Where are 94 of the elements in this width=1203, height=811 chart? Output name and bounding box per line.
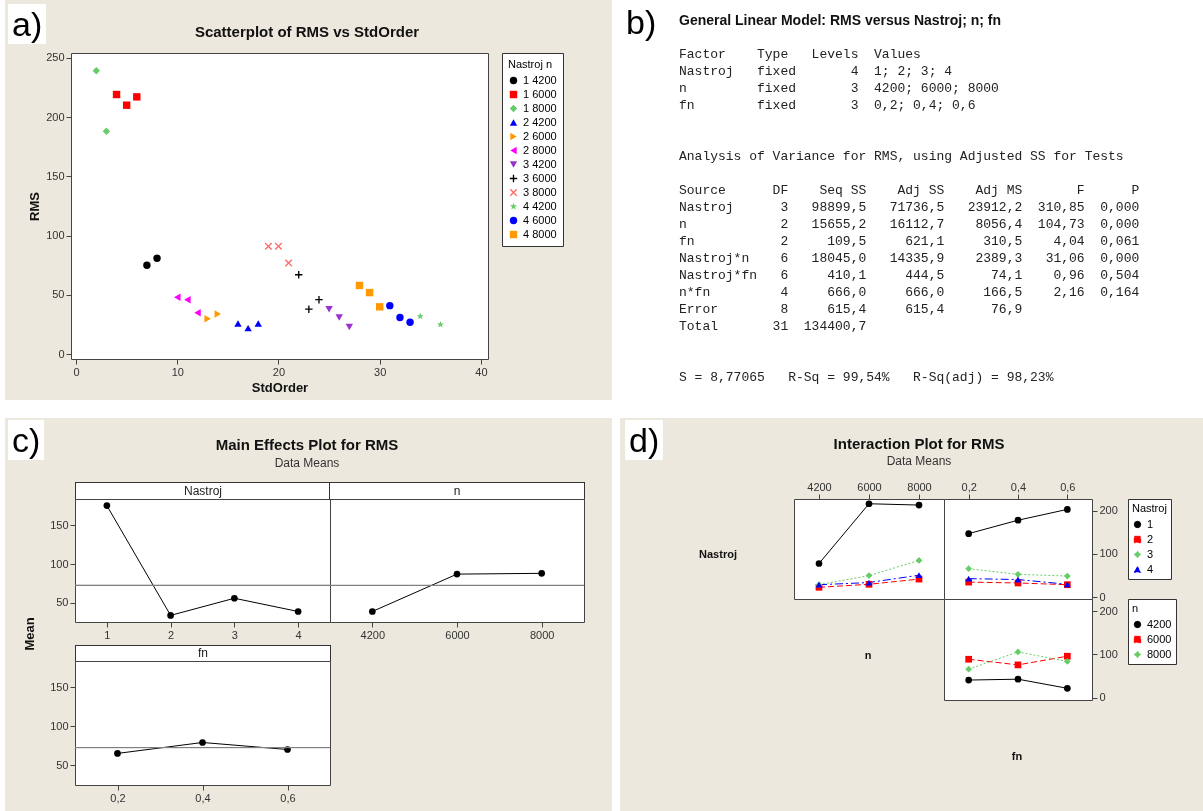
x-tick-label: 1	[104, 628, 111, 641]
legend-label: 1 6000	[523, 87, 557, 100]
y-tick-label: 50	[56, 596, 69, 609]
legend-label: 1	[1147, 517, 1154, 530]
legend-label: 1 4200	[523, 73, 557, 86]
x-tick-label: 4200	[360, 628, 386, 641]
text: n fixed 3 4200; 6000; 8000	[679, 80, 999, 97]
y-tick-label: 100	[1099, 547, 1118, 560]
y-tick-label: 100	[50, 557, 69, 570]
x-tick-label: 40	[475, 365, 488, 378]
source-note: Source DF Seq SS Adj SS Adj MS F P	[679, 182, 1140, 199]
x-axis-title: StdOrder	[251, 379, 309, 395]
x-tick-label: 0	[73, 365, 80, 378]
y-tick-label: 150	[46, 169, 65, 182]
legend-label: 3	[1147, 547, 1154, 560]
x-tick-label: 0,2	[961, 480, 977, 493]
y-tick-label: 200	[1099, 504, 1118, 517]
y-tick-label: 50	[52, 288, 65, 301]
legend-label: 2 6000	[523, 129, 557, 142]
y-tick-label: 50	[56, 758, 69, 771]
text: b)	[622, 2, 661, 42]
y-tick-label: 0	[1099, 590, 1106, 603]
text: Nastroj fixed 4 1; 2; 3; 4	[679, 63, 953, 80]
legend-label: 4 6000	[523, 213, 557, 226]
text: d)	[625, 420, 664, 460]
y-tick-label: 100	[50, 719, 69, 732]
x-axis-title: fn	[75, 645, 331, 662]
legend-label: 2	[1147, 532, 1154, 545]
chart-subtitle: Data Means	[274, 456, 340, 470]
y-axis-title: n	[864, 649, 872, 661]
x-tick-label: 0,6	[1060, 480, 1076, 493]
legend-label: 2 4200	[523, 115, 557, 128]
y-tick-label: 250	[46, 51, 65, 64]
text: General Linear Model: RMS versus Nastroj; n; fn	[679, 12, 1002, 28]
legend-label: 3 6000	[523, 171, 557, 184]
x-tick-label: 30	[374, 365, 387, 378]
x-tick-label: 0,6	[280, 791, 296, 804]
text: Factor Type Levels Values	[679, 46, 921, 63]
x-tick-label: 0,4	[195, 791, 211, 804]
chart-title: Scatterplot of RMS vs StdOrder	[194, 22, 420, 40]
text: S = 8,77065 R-Sq = 99,54% R-Sq(adj) = 98,23%	[679, 369, 1054, 386]
y-tick-label: 0	[1099, 691, 1106, 704]
text: c)	[8, 420, 45, 460]
x-axis-title: fn	[1011, 750, 1023, 762]
y-axis-title: Mean	[21, 617, 37, 651]
y-axis-title: Nastroj	[699, 548, 737, 560]
text: fn fixed 3 0,2; 0,4; 0,6	[679, 97, 976, 114]
x-tick-label: 3	[231, 628, 238, 641]
y-tick-label: 200	[1099, 604, 1118, 617]
x-tick-label: 8000	[529, 628, 555, 641]
x-tick-label: 20	[272, 365, 286, 378]
x-tick-label: 10	[171, 365, 184, 378]
chart-subtitle: Data Means	[886, 454, 952, 468]
y-tick-label: 100	[46, 229, 65, 242]
legend-label: 4200	[1147, 617, 1172, 630]
x-tick-label: 6000	[857, 480, 882, 493]
text: Total 31 134400,7	[679, 318, 867, 335]
y-tick-label: 150	[50, 680, 69, 693]
text: Error 8 615,4 615,4 76,9	[679, 301, 1023, 318]
x-axis-title: n	[329, 482, 585, 500]
text: a)	[8, 4, 47, 44]
text: Analysis of Variance for RMS, using Adjusted SS for Tests	[679, 148, 1124, 165]
y-tick-label: 0	[58, 347, 65, 360]
y-axis-title: RMS	[27, 191, 43, 221]
legend-label: 4	[1147, 562, 1154, 575]
legend-label: 4 4200	[523, 199, 557, 212]
legend-label: 8000	[1147, 647, 1172, 660]
x-axis-title: Nastroj	[75, 482, 331, 500]
x-tick-label: 2	[168, 628, 175, 641]
x-tick-label: 4200	[807, 480, 832, 493]
text: Nastroj*n 6 18045,0 14335,9 2389,3 31,06 0,000	[679, 250, 1140, 267]
text: n*fn 4 666,0 666,0 166,5 2,16 0,164	[679, 284, 1140, 301]
x-tick-label: 0,4	[1010, 480, 1027, 493]
y-tick-label: 100	[1099, 647, 1118, 660]
chart-title: Interaction Plot for RMS	[833, 434, 1005, 452]
x-tick-label: 6000	[445, 628, 470, 641]
x-tick-label: 8000	[907, 480, 932, 493]
text: fn 2 109,5 621,1 310,5 4,04 0,061	[679, 233, 1140, 250]
legend-label: 1 8000	[523, 101, 557, 114]
legend-title: Nastroj n	[508, 58, 553, 70]
x-tick-label: 4	[295, 628, 302, 641]
legend-title: Nastroj	[1132, 502, 1167, 514]
text: n 2 15655,2 16112,7 8056,4 104,73 0,000	[679, 216, 1140, 233]
legend-label: 3 8000	[523, 185, 557, 198]
chart-title: Main Effects Plot for RMS	[215, 435, 399, 453]
text: Nastroj 3 98899,5 71736,5 23912,2 310,85 0,000	[679, 199, 1140, 216]
x-tick-label: 0,2	[110, 791, 126, 804]
y-tick-label: 150	[50, 518, 69, 531]
legend-title: n	[1132, 602, 1139, 614]
text: Nastroj*fn 6 410,1 444,5 74,1 0,96 0,504	[679, 267, 1140, 284]
legend-label: 4 8000	[523, 227, 557, 240]
legend-label: 2 8000	[523, 143, 557, 156]
y-tick-label: 200	[46, 110, 65, 123]
legend-label: 3 4200	[523, 157, 557, 170]
